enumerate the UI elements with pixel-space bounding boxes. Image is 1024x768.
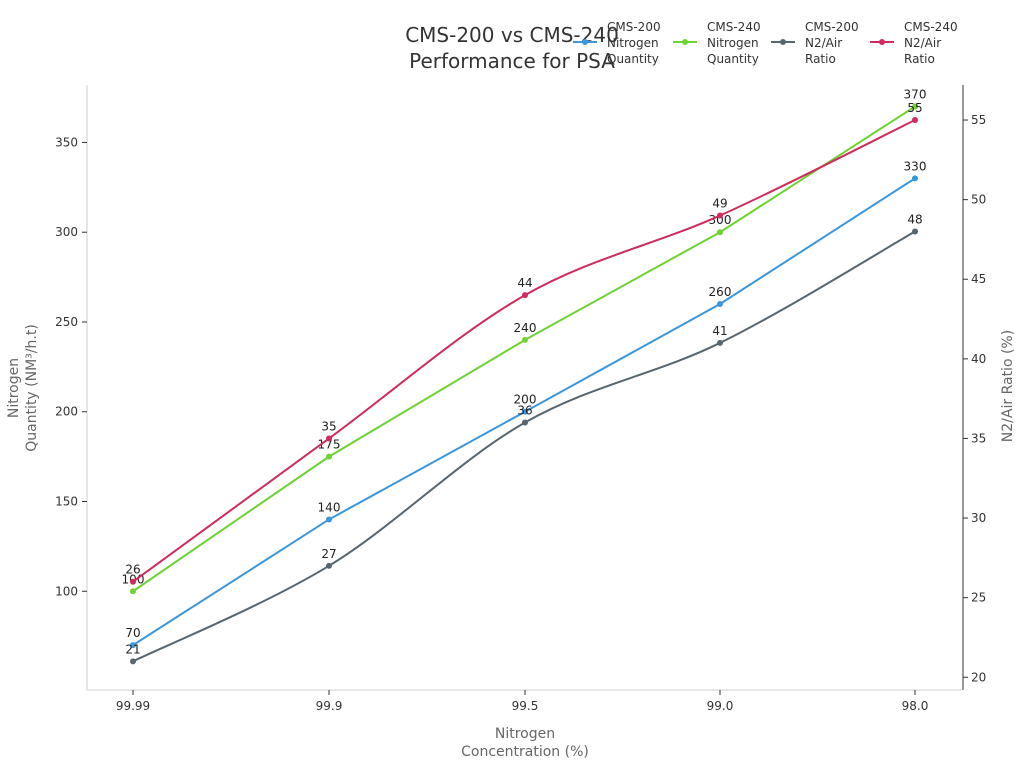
x-axis: 99.99 99.9 99.5 99.0 98.0 Nitrogen Concentra… [87, 689, 962, 760]
legend-label: CMS-200 [805, 20, 859, 34]
data-label: 48 [907, 212, 922, 226]
data-label: 200 [514, 393, 537, 407]
legend-item: CMS-240 N2/Air Ratio [870, 20, 958, 66]
series-layer: 7014020026033010017524030037021273641482… [122, 88, 927, 665]
y-axis-left-title-line-2: Quantity (NM³/h.t) [24, 324, 40, 452]
y-right-tick-label: 25 [971, 591, 986, 605]
legend: CMS-200 Nitrogen Quantity CMS-240 Nitrogen Qu… [573, 20, 958, 66]
data-point [130, 578, 136, 585]
data-label: 49 [712, 197, 727, 211]
data-point [522, 292, 528, 299]
legend-label: N2/Air [904, 36, 941, 50]
data-label: 260 [709, 285, 732, 299]
data-label: 140 [318, 500, 341, 514]
data-point [326, 435, 332, 442]
data-point [912, 117, 918, 124]
data-label: 44 [517, 276, 532, 290]
data-label: 21 [125, 642, 140, 656]
data-label: 330 [904, 159, 927, 173]
series-3: 26 35 44 49 55 [125, 101, 923, 585]
y-axis-right-title: N2/Air Ratio (%) [1000, 330, 1016, 442]
y-right-tick-label: 20 [971, 670, 986, 684]
y-left-tick-label: 250 [55, 315, 78, 329]
y-right-tick-label: 45 [971, 272, 986, 286]
data-point [130, 642, 136, 649]
y-left-tick-label: 100 [55, 584, 78, 598]
series-line [132, 119, 916, 583]
legend-label: Ratio [805, 52, 836, 66]
data-point [326, 562, 332, 569]
data-label: 36 [517, 404, 532, 418]
data-point [717, 212, 723, 219]
data-point [912, 175, 918, 182]
data-point [717, 301, 723, 308]
x-axis-title-line-2: Concentration (%) [461, 744, 589, 760]
y-axis-left-title-line-1: Nitrogen [6, 358, 22, 418]
data-label: 27 [321, 547, 336, 561]
x-tick-label: 99.99 [116, 699, 150, 713]
data-label: 175 [318, 438, 341, 452]
data-label: 35 [321, 419, 336, 433]
legend-swatch-marker [879, 39, 885, 45]
chart-title-line-2: Performance for PSA [409, 49, 615, 73]
data-point [717, 229, 723, 236]
y-left-tick-label: 350 [55, 135, 78, 149]
series-1: 100175240300370 [122, 88, 927, 595]
data-point [912, 103, 918, 110]
legend-item: CMS-200 N2/Air Ratio [771, 20, 859, 66]
data-label: 26 [125, 563, 140, 577]
y-right-tick-label: 50 [971, 193, 986, 207]
legend-label: CMS-200 [607, 20, 661, 34]
data-label: 240 [514, 321, 537, 335]
x-tick-label: 99.9 [316, 699, 343, 713]
data-point [130, 658, 136, 665]
y-right-tick-label: 55 [971, 113, 986, 127]
legend-swatch-marker [780, 39, 786, 45]
chart-title: CMS-200 vs CMS-240 Performance for PSA [405, 23, 619, 73]
data-label: 300 [709, 213, 732, 227]
data-label: 55 [907, 101, 922, 115]
series-0: 70 140 200 260 330 [125, 159, 927, 649]
legend-label: Nitrogen [607, 36, 659, 50]
legend-swatch-marker [682, 39, 688, 45]
x-tick-label: 98.0 [902, 699, 929, 713]
legend-label: N2/Air [805, 36, 842, 50]
x-axis-title-line-1: Nitrogen [495, 726, 555, 742]
data-point [130, 588, 136, 595]
legend-swatch-marker [582, 39, 588, 45]
legend-label: Quantity [707, 52, 759, 66]
legend-label: Ratio [904, 52, 935, 66]
y-right-tick-label: 40 [971, 352, 986, 366]
legend-label: CMS-240 [707, 20, 761, 34]
data-point [912, 228, 918, 235]
series-2: 21 27 36 41 48 [125, 212, 923, 665]
y-left-tick-label: 300 [55, 225, 78, 239]
data-point [522, 336, 528, 343]
data-point [326, 516, 332, 523]
data-point [326, 453, 332, 460]
y-right-tick-label: 35 [971, 431, 986, 445]
y-left-tick-label: 150 [55, 494, 78, 508]
legend-item: CMS-200 Nitrogen Quantity [573, 20, 661, 66]
legend-label: Quantity [607, 52, 659, 66]
x-tick-label: 99.0 [707, 699, 734, 713]
data-point [717, 339, 723, 346]
x-tick-label: 99.5 [512, 699, 539, 713]
y-left-tick-label: 200 [55, 405, 78, 419]
data-label: 70 [125, 626, 140, 640]
legend-item: CMS-240 Nitrogen Quantity [673, 20, 761, 66]
data-label: 370 [904, 88, 927, 102]
legend-label: Nitrogen [707, 36, 759, 50]
data-label: 41 [712, 324, 727, 338]
y-axis-right: 20 25 30 35 40 45 50 55 N2/Air Ratio (%) [962, 85, 1016, 690]
y-right-tick-label: 30 [971, 511, 986, 525]
legend-label: CMS-240 [904, 20, 958, 34]
data-point [522, 408, 528, 415]
y-axis-left: 100 150 200 250 300 350 Nitrogen Quantity (NM… [6, 85, 88, 690]
data-point [522, 419, 528, 426]
